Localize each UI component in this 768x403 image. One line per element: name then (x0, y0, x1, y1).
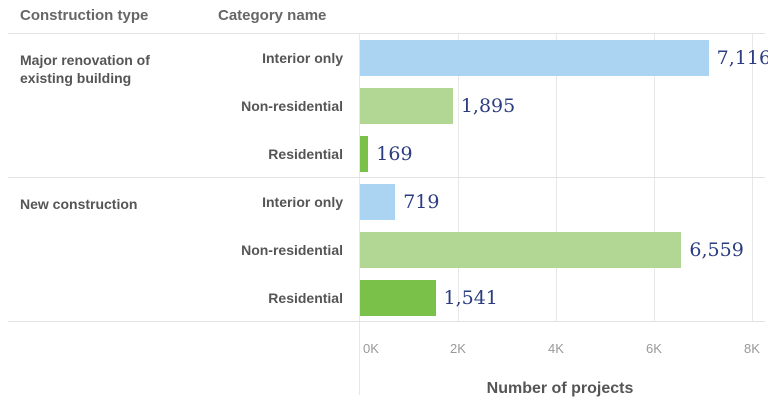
value-label: 7,116 (716, 47, 768, 69)
value-label: 1,541 (443, 287, 498, 309)
category-label: Interior only (262, 194, 343, 210)
bar (360, 280, 436, 316)
separator (8, 33, 765, 34)
value-label: 1,895 (460, 95, 516, 117)
column-header: Construction type (20, 7, 149, 24)
bar (360, 40, 709, 76)
group-label: Major renovation of existing building (20, 52, 150, 86)
column-header: Category name (218, 7, 327, 24)
value-label: 169 (376, 143, 413, 165)
category-label: Interior only (262, 50, 343, 66)
category-label: Residential (268, 290, 343, 306)
x-axis-label: Number of projects (486, 380, 634, 397)
separator (8, 177, 765, 178)
x-tick-label: 8K (744, 341, 760, 356)
category-label: Non-residential (241, 98, 343, 114)
bar (360, 88, 453, 124)
bar (360, 232, 682, 268)
x-tick-label: 4K (548, 341, 564, 356)
axis-line (359, 33, 360, 395)
category-label: Non-residential (241, 242, 343, 258)
bar (360, 184, 396, 220)
category-label: Residential (268, 146, 343, 162)
separator (8, 321, 765, 322)
x-tick-label: 6K (646, 341, 662, 356)
x-tick-label: 0K (363, 341, 379, 356)
group-label: New construction (20, 196, 138, 212)
bar (360, 136, 369, 172)
x-tick-label: 2K (450, 341, 466, 356)
value-label: 719 (403, 191, 440, 213)
value-label: 6,559 (689, 239, 744, 261)
